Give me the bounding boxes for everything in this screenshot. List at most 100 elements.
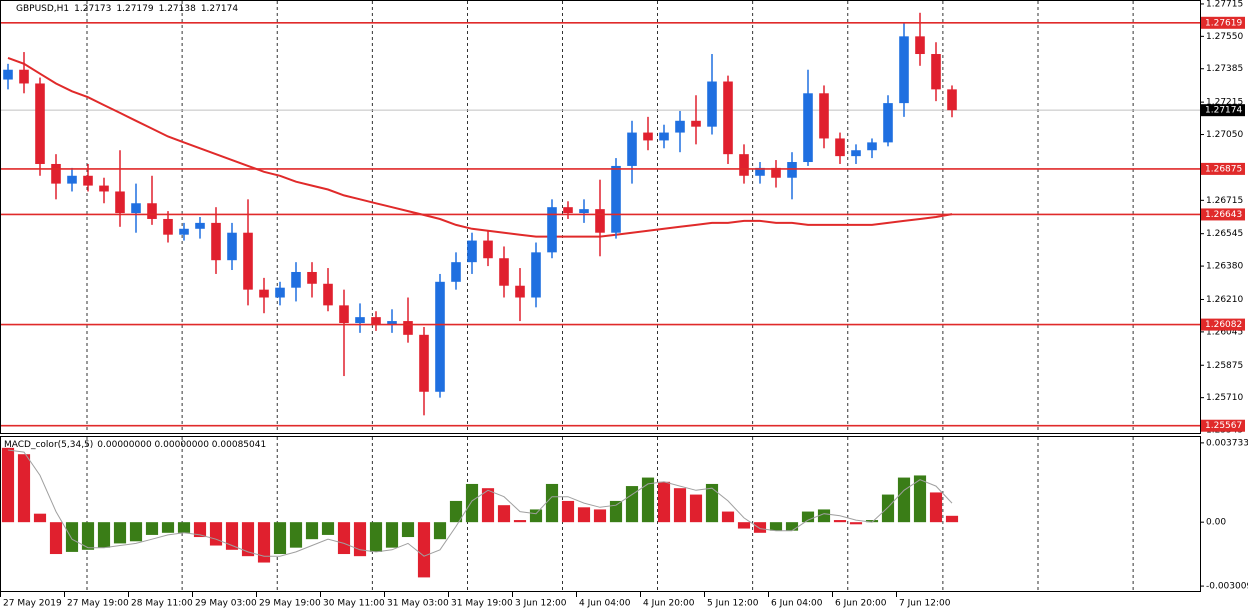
macd-bar [865,520,879,523]
level-label: 1.26875 [1205,164,1242,174]
macd-bar [65,522,79,552]
candle-body [19,69,29,84]
macd-bar [753,522,767,533]
macd-bar [641,477,655,523]
macd-bar [657,481,671,523]
signal-line [7,449,953,557]
readout-value: 1.27138 [159,4,196,14]
macd-bar [193,522,207,538]
y-tick-label: 0.00 [1206,518,1226,528]
readout-value: 1.27179 [116,4,153,14]
macd-bar [417,522,431,578]
y-tick-label: 1.25875 [1206,361,1243,371]
candle-body [563,207,573,214]
macd-bar [577,507,591,523]
x-tick-label: 5 Jun 12:00 [707,599,759,609]
macd-bar [225,522,239,550]
x-tick-label: 29 May 03:00 [195,599,257,609]
last-price-label: 1.27174 [1205,106,1242,116]
candle-body [67,175,77,184]
candle-body [243,232,253,290]
macd-bar [241,522,255,557]
x-tick-label: 6 Jun 20:00 [835,599,887,609]
macd-bar [17,454,31,523]
readout-value: 1.27174 [201,4,238,14]
macd-bar [705,483,719,523]
y-tick-label: 1.27050 [1206,130,1243,140]
x-tick-label: 27 May 2019 [3,599,62,609]
y-tick-label: 1.26210 [1206,295,1243,305]
macd-bar [785,522,799,531]
candle-body [115,191,125,214]
candle-body [483,240,493,259]
candle-body [147,203,157,219]
grid [86,1,1134,591]
candle-body [339,305,349,324]
y-tick-label: 1.26715 [1206,196,1243,206]
x-tick-label: 3 Jun 12:00 [515,599,567,609]
candle-body [883,103,893,143]
macd-bar [497,505,511,523]
candle-body [643,132,653,141]
macd-bar [337,522,351,555]
x-tick-label: 6 Jun 04:00 [771,599,823,609]
macd-bar [673,488,687,523]
macd-bar [481,488,495,523]
macd-bar [689,494,703,523]
macd-bar [849,522,863,525]
candle-body [179,228,189,235]
macd-bar [273,522,287,555]
panel-title: MACD_color(5,34,5) [4,440,93,450]
candle-body [451,262,461,282]
candle-body [547,207,557,253]
candle-body [659,132,669,141]
macd-bar [513,520,527,523]
macd-bar [625,486,639,523]
macd-bar [433,522,447,540]
macd-bar [593,509,607,523]
level-label-box [1201,208,1245,221]
candle-body [83,175,93,186]
x-tick-label: 28 May 11:00 [131,599,193,609]
candle-body [739,154,749,176]
macd-bar [321,522,335,535]
y-tick-label: 1.26380 [1206,262,1243,272]
macd-panel [0,436,1201,592]
candle-body [275,287,285,298]
macd-bar [161,522,175,533]
panel-header: GBPUSD,H1 1.27173 1.27179 1.27138 1.27174 [16,4,238,14]
candle-body [259,289,269,298]
macd-bar [881,494,895,523]
macd-bar [385,522,399,548]
macd-bar [817,509,831,523]
readout-value: 0.00000000 0.00000000 0.00085041 [97,440,266,450]
candle-body [435,281,445,392]
candle-body [291,271,301,288]
candle-body [931,54,941,90]
candle-body [787,162,797,178]
candle-body [675,120,685,133]
candle-body [131,203,141,214]
candle-body [595,209,605,233]
macd-bar [129,522,143,542]
readout-value: 1.27173 [74,4,111,14]
candle-body [771,167,781,178]
x-tick-label: 4 Jun 20:00 [643,599,695,609]
candle-body [803,93,813,163]
price-panel [0,0,1201,434]
candle-body [35,83,45,164]
macd-bar [401,522,415,538]
candle-body [899,36,909,104]
candle-body [323,283,333,306]
y-tick-label: 1.27715 [1206,0,1243,9]
candle-body [755,167,765,176]
candle-body [627,132,637,166]
candle-body [51,163,61,184]
macd-bar [1,447,15,523]
candle-body [371,317,381,325]
candle-body [851,150,861,157]
macd-bar [737,522,751,529]
level-label: 1.27619 [1205,18,1242,28]
